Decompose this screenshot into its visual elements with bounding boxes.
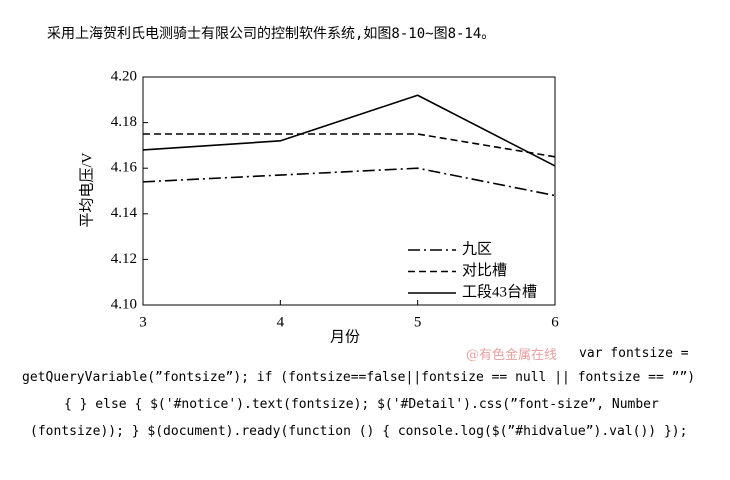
plot-frame [142, 76, 556, 306]
y-tick-label: 4.14 [111, 205, 138, 221]
x-tick-label: 4 [277, 314, 285, 330]
legend-label: 对比槽 [462, 262, 507, 279]
y-tick-label: 4.20 [111, 68, 137, 84]
y-tick-label: 4.18 [111, 114, 137, 130]
series-line [142, 94, 556, 167]
series-line [143, 133, 556, 158]
code-line: var fontsize = [579, 346, 689, 361]
y-tick-label: 4.16 [111, 160, 138, 176]
y-tick-label: 4.10 [111, 296, 137, 312]
code-line: { } else { $('#notice').text(fontsize); … [64, 397, 659, 412]
x-tick-label: 6 [551, 314, 559, 330]
caption: 采用上海贺利氏电测骑士有限公司的控制软件系统,如图8-10~图8-14。 [47, 26, 496, 42]
legend-label: 九区 [462, 240, 492, 257]
code-line: (fontsize)); } $(document).ready(functio… [30, 424, 688, 439]
x-tick-label: 5 [414, 314, 422, 330]
x-axis-label: 月份 [330, 328, 360, 345]
watermark: @有色金属在线 [466, 348, 558, 363]
legend-label: 工段43台槽 [462, 283, 537, 300]
x-tick-label: 3 [139, 314, 147, 330]
series-line [142, 167, 556, 197]
y-tick-label: 4.12 [111, 251, 137, 267]
code-line: getQueryVariable(”fontsize”); if (fontsi… [22, 370, 696, 385]
y-axis-label: 平均电压/V [78, 152, 95, 227]
